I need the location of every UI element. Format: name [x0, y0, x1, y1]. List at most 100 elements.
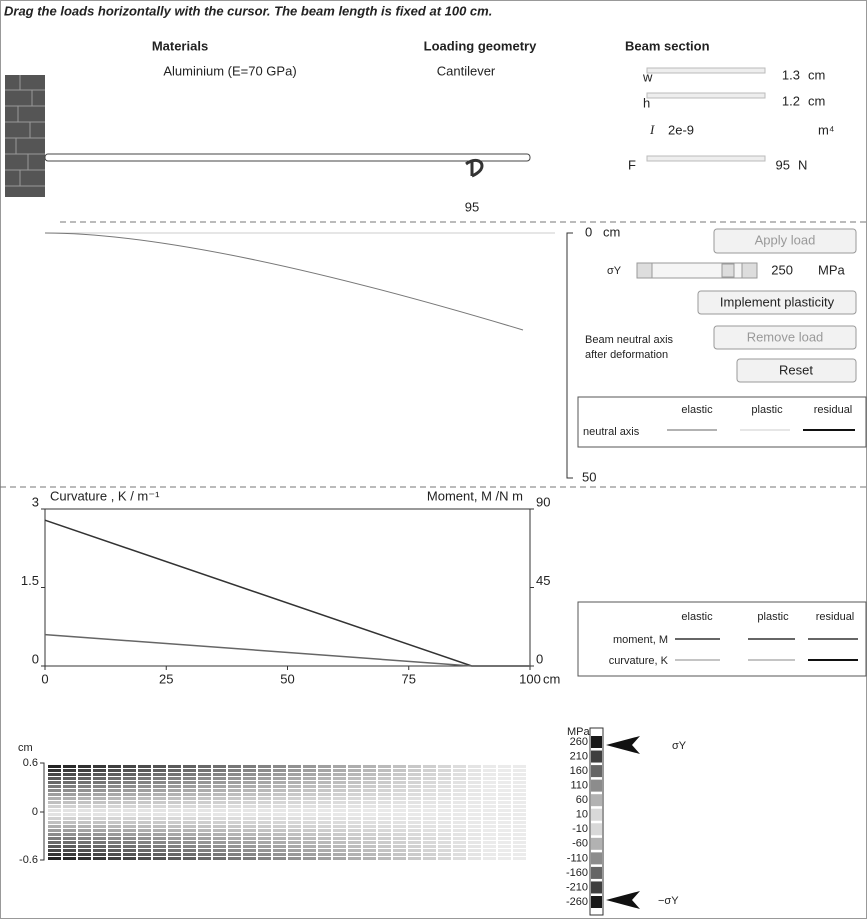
stress-cell — [63, 765, 76, 768]
stress-cell — [423, 833, 436, 836]
stress-cell — [273, 789, 286, 792]
y2-tick-label: 90 — [536, 494, 550, 509]
stress-cell — [408, 797, 421, 800]
button-label: Remove load — [747, 329, 824, 344]
scale-label: 10 — [576, 809, 588, 821]
stress-cell — [348, 781, 361, 784]
stress-cell — [108, 781, 121, 784]
stress-cell — [138, 833, 151, 836]
stress-cell — [228, 853, 241, 856]
stress-cell — [438, 841, 451, 844]
stress-cell — [303, 817, 316, 820]
stress-cell — [498, 825, 511, 828]
field-slider[interactable] — [647, 156, 765, 161]
stress-cell — [228, 777, 241, 780]
stress-cell — [513, 773, 526, 776]
stress-cell — [498, 849, 511, 852]
stress-cell — [78, 785, 91, 788]
y2-tick-label: 45 — [536, 573, 550, 588]
field-unit: cm — [808, 93, 825, 108]
stress-cell — [243, 833, 256, 836]
stress-cell — [108, 845, 121, 848]
stress-cell — [468, 769, 481, 772]
sigma-slider[interactable] — [637, 263, 757, 278]
stress-cell — [318, 773, 331, 776]
stress-cell — [63, 797, 76, 800]
slider-left[interactable] — [637, 263, 652, 278]
stress-cell — [153, 773, 166, 776]
field-value: 1.3 — [782, 67, 800, 82]
stress-cell — [153, 769, 166, 772]
stress-cell — [183, 805, 196, 808]
stress-cell — [78, 849, 91, 852]
stress-cell — [513, 809, 526, 812]
stress-cell — [108, 857, 121, 860]
stress-cell — [438, 849, 451, 852]
stress-cell — [153, 777, 166, 780]
stress-cell — [303, 829, 316, 832]
stress-cell — [318, 849, 331, 852]
stress-cell — [258, 789, 271, 792]
slider-thumb[interactable] — [722, 264, 734, 277]
stress-cell — [408, 781, 421, 784]
slider-right[interactable] — [742, 263, 757, 278]
stress-cell — [513, 793, 526, 796]
stress-cell — [243, 845, 256, 848]
stress-cell — [93, 793, 106, 796]
stress-cell — [123, 837, 136, 840]
stress-cell — [483, 797, 496, 800]
stress-cell — [363, 857, 376, 860]
stress-cell — [138, 857, 151, 860]
stress-cell — [273, 777, 286, 780]
stress-cell — [363, 849, 376, 852]
stress-cell — [498, 781, 511, 784]
stress-cell — [138, 809, 151, 812]
stress-cell — [483, 817, 496, 820]
deflection-top: 0 — [585, 224, 592, 239]
plot-frame — [45, 509, 530, 666]
stress-cell — [93, 809, 106, 812]
stress-cell — [468, 789, 481, 792]
stress-cell — [213, 809, 226, 812]
stress-cell — [273, 833, 286, 836]
stress-cell — [243, 805, 256, 808]
stress-cell — [273, 821, 286, 824]
stress-cell — [168, 797, 181, 800]
stress-cell — [378, 777, 391, 780]
stress-cell — [243, 789, 256, 792]
stress-cell — [393, 797, 406, 800]
materials-value[interactable]: Aluminium (E=70 GPa) — [163, 63, 296, 78]
stress-cell — [228, 857, 241, 860]
stress-cell — [303, 805, 316, 808]
stress-cell — [468, 845, 481, 848]
geometry-value[interactable]: Cantilever — [437, 63, 496, 78]
stress-cell — [198, 809, 211, 812]
stress-cell — [108, 853, 121, 856]
stress-cell — [273, 853, 286, 856]
stress-cell — [378, 785, 391, 788]
stress-cell — [48, 777, 61, 780]
stress-cell — [183, 833, 196, 836]
stress-cell — [198, 781, 211, 784]
stress-cell — [318, 809, 331, 812]
stress-cell — [153, 849, 166, 852]
stress-cell — [273, 841, 286, 844]
stress-cell — [168, 781, 181, 784]
stress-cell — [213, 801, 226, 804]
stress-cell — [303, 801, 316, 804]
stress-cell — [183, 813, 196, 816]
stress-cell — [378, 825, 391, 828]
stress-cell — [168, 857, 181, 860]
stress-cell — [498, 805, 511, 808]
stress-cell — [258, 833, 271, 836]
stress-cell — [453, 829, 466, 832]
stress-cell — [363, 805, 376, 808]
stress-cell — [303, 837, 316, 840]
sigma-unit: MPa — [818, 262, 846, 277]
stress-cell — [513, 821, 526, 824]
field-slider[interactable] — [647, 68, 765, 73]
stress-cell — [333, 849, 346, 852]
field-slider[interactable] — [647, 93, 765, 98]
scale-label: -10 — [572, 823, 588, 835]
stress-cell — [348, 841, 361, 844]
